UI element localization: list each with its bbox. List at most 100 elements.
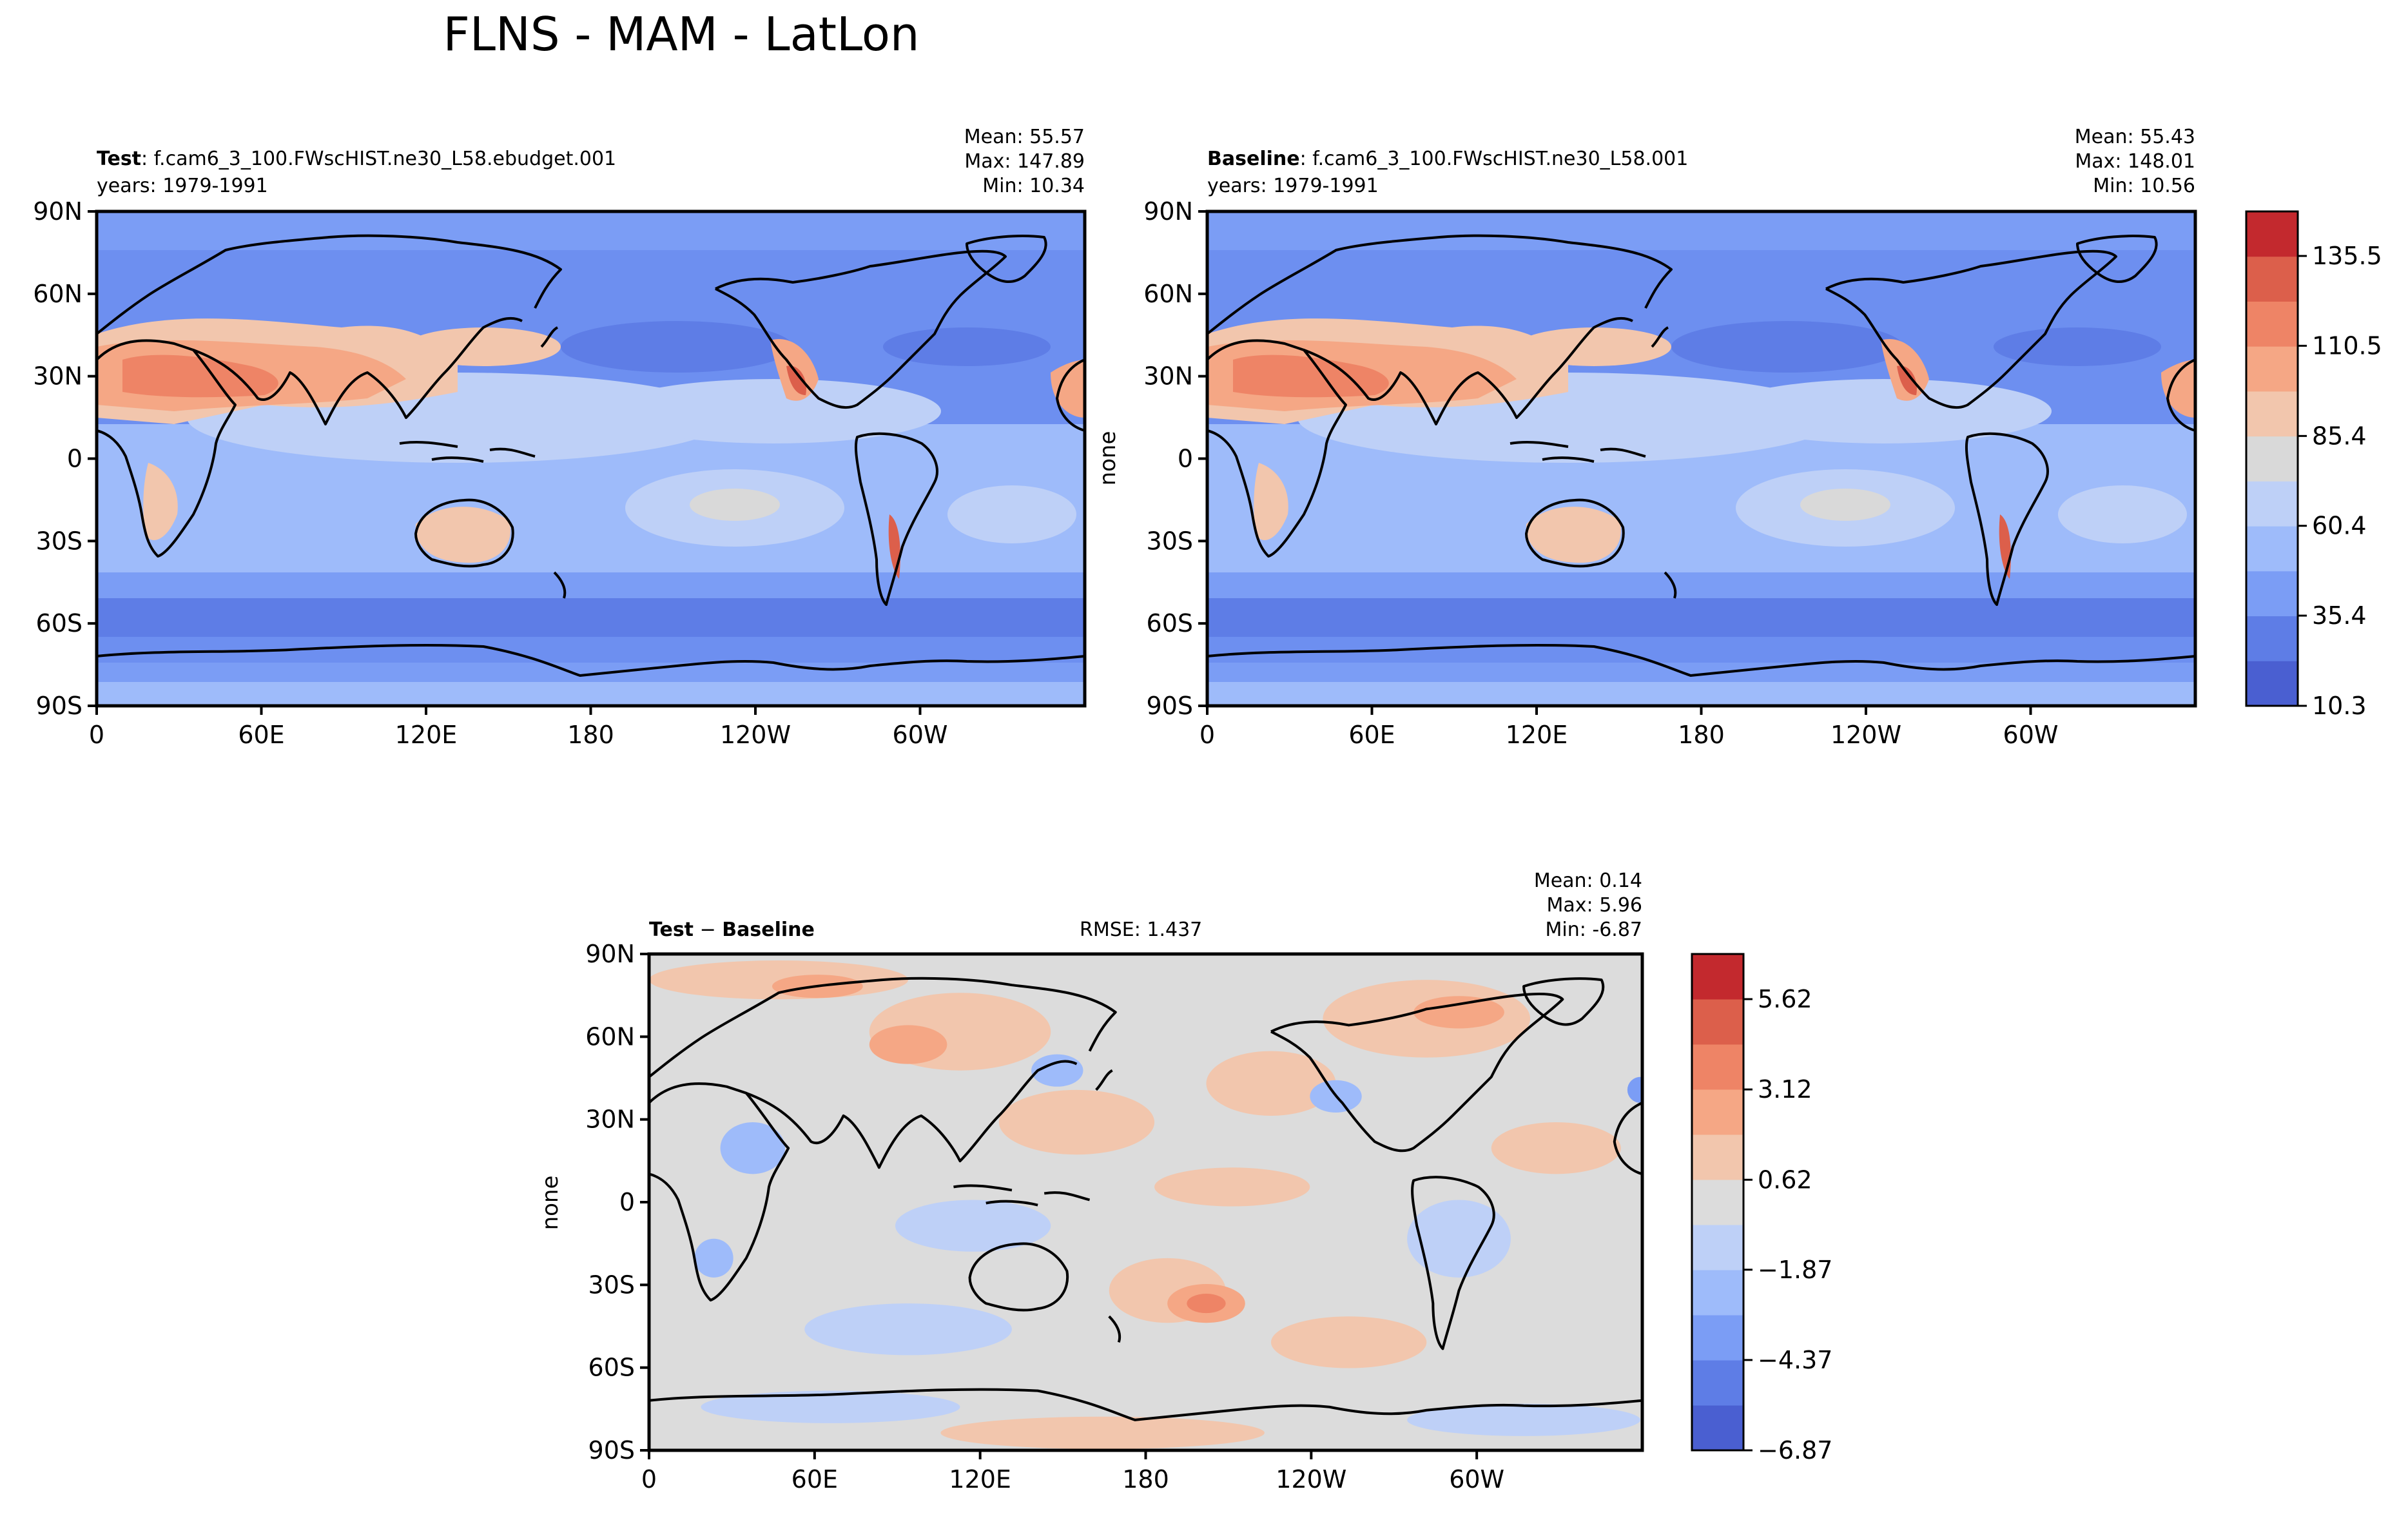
x-tick-label: 0: [1199, 721, 1215, 749]
colorbar-tick-label: 5.62: [1758, 985, 1812, 1013]
x-tick-label: 60E: [791, 1465, 838, 1494]
colorbar-segment: [2246, 256, 2298, 302]
colorbar-tick-label: −1.87: [1758, 1256, 1832, 1284]
panel-baseline-ylabel: none: [1095, 431, 1121, 486]
panel-diff-label-bold2: Baseline: [722, 919, 815, 941]
colorbar-tick-label: 135.5: [2312, 242, 2382, 270]
colorbar-segment: [1692, 1180, 1743, 1225]
x-tick-label: 120E: [395, 721, 458, 749]
x-tick-label: 60W: [1449, 1465, 1504, 1494]
y-tick-label: 30N: [33, 362, 83, 391]
panel-diff: Test − Baseline RMSE: 1.437 Mean: 0.14 M…: [538, 870, 1644, 1494]
colorbar-tick-label: −6.87: [1758, 1436, 1832, 1464]
panel-test-mean: Mean: 55.57: [964, 126, 1085, 148]
y-tick-label: 90N: [33, 197, 83, 226]
panel-diff-label-minus: −: [694, 919, 722, 941]
y-tick-label: 90N: [585, 940, 635, 968]
colorbar-segment: [1692, 1405, 1743, 1451]
panel-baseline-max: Max: 148.01: [2075, 150, 2195, 173]
x-tick-label: 120E: [1506, 721, 1568, 749]
colorbar-frame: [2245, 210, 2299, 707]
y-tick-label: 30S: [588, 1270, 635, 1299]
colorbar-tick-label: −4.37: [1758, 1346, 1832, 1374]
colorbar-segment: [1692, 1225, 1743, 1270]
colorbar-segment: [2246, 391, 2298, 437]
panel-diff-ylabel: none: [538, 1176, 563, 1231]
y-tick-label: 60S: [36, 609, 83, 637]
colorbar-tick-label: 35.4: [2312, 601, 2367, 630]
panel-test: Test: f.cam6_3_100.FWscHIST.ne30_L58.ebu…: [33, 126, 1087, 749]
panel-test-label-bold: Test: [97, 148, 141, 170]
colorbar-tick-label: 3.12: [1758, 1075, 1812, 1104]
panel-diff-map: [649, 954, 1642, 1450]
colorbar-tick-label: 10.3: [2312, 692, 2367, 720]
x-tick-label: 120E: [949, 1465, 1011, 1494]
colorbar-segment: [1692, 1044, 1743, 1090]
colorbar-segment: [1692, 1270, 1743, 1316]
colorbar-frame: [1691, 953, 1745, 1452]
panel-diff-label: Test − Baseline: [649, 919, 815, 941]
colorbar-segment: [2246, 526, 2298, 572]
panel-test-max: Max: 147.89: [964, 150, 1085, 173]
colorbar-tick-label: 110.5: [2312, 331, 2382, 360]
panel-test-map: [97, 211, 1085, 706]
colorbar-segment: [1692, 1134, 1743, 1180]
panel-baseline-label-bold: Baseline: [1207, 148, 1300, 170]
panel-test-years: years: 1979-1991: [97, 175, 268, 197]
colorbar-segment: [1692, 954, 1743, 1000]
y-tick-label: 60S: [588, 1354, 635, 1382]
panel-baseline: Baseline: f.cam6_3_100.FWscHIST.ne30_L58…: [1095, 126, 2197, 749]
colorbar-segment: [1692, 1315, 1743, 1361]
panel-baseline-years: years: 1979-1991: [1207, 175, 1379, 197]
x-tick-label: 60W: [893, 721, 948, 749]
colorbar-segment: [2246, 481, 2298, 527]
y-tick-label: 30S: [1147, 527, 1193, 555]
panel-diff-min: Min: -6.87: [1546, 919, 1643, 941]
y-tick-label: 60N: [1143, 280, 1193, 308]
panel-baseline-min: Min: 10.56: [2093, 175, 2195, 197]
x-tick-label: 120W: [1830, 721, 1901, 749]
panel-test-label-rest: : f.cam6_3_100.FWscHIST.ne30_L58.ebudget…: [141, 148, 616, 170]
colorbar-segment: [2246, 616, 2298, 661]
x-tick-label: 120W: [720, 721, 791, 749]
y-tick-label: 90S: [36, 692, 83, 720]
colorbar-main: 10.3 35.4 60.4 85.4 110.5 135.5: [2245, 210, 2382, 720]
y-tick-label: 0: [67, 445, 83, 473]
x-tick-label: 60W: [2003, 721, 2059, 749]
panel-baseline-mean: Mean: 55.43: [2075, 126, 2195, 148]
x-tick-label: 0: [641, 1465, 657, 1494]
y-tick-label: 0: [619, 1188, 635, 1216]
panel-diff-mean: Mean: 0.14: [1534, 870, 1642, 892]
colorbar-segment: [1692, 999, 1743, 1045]
colorbar-segment: [1692, 1089, 1743, 1135]
panel-test-label: Test: f.cam6_3_100.FWscHIST.ne30_L58.ebu…: [97, 148, 616, 170]
panel-test-min: Min: 10.34: [982, 175, 1085, 197]
colorbar-segment: [2246, 570, 2298, 617]
y-tick-label: 90S: [1147, 692, 1193, 720]
panel-diff-max: Max: 5.96: [1547, 894, 1642, 917]
x-tick-label: 180: [1122, 1465, 1169, 1494]
panel-baseline-map: [1207, 211, 2195, 706]
panel-baseline-label: Baseline: f.cam6_3_100.FWscHIST.ne30_L58…: [1207, 148, 1688, 170]
colorbar-segment: [1692, 1360, 1743, 1406]
colorbar-segment: [2246, 301, 2298, 347]
x-tick-label: 60E: [238, 721, 284, 749]
panel-diff-label-bold1: Test: [649, 919, 694, 941]
colorbar-diff: −6.87 −4.37 −1.87 0.62 3.12 5.62: [1691, 953, 1832, 1464]
panel-baseline-label-rest: : f.cam6_3_100.FWscHIST.ne30_L58.001: [1300, 148, 1689, 170]
x-tick-label: 60E: [1348, 721, 1395, 749]
colorbar-segment: [2246, 661, 2298, 706]
colorbar-tick-label: 85.4: [2312, 422, 2367, 450]
colorbar-segment: [2246, 211, 2298, 257]
y-tick-label: 30N: [585, 1105, 635, 1134]
y-tick-label: 90S: [588, 1436, 635, 1464]
colorbar-segment: [2246, 436, 2298, 482]
colorbar-segment: [2246, 346, 2298, 392]
x-tick-label: 0: [89, 721, 104, 749]
x-tick-label: 180: [1678, 721, 1725, 749]
y-tick-label: 0: [1178, 445, 1193, 473]
colorbar-tick-label: 0.62: [1758, 1165, 1812, 1194]
y-tick-label: 30N: [1143, 362, 1193, 391]
y-tick-label: 60S: [1147, 609, 1193, 637]
